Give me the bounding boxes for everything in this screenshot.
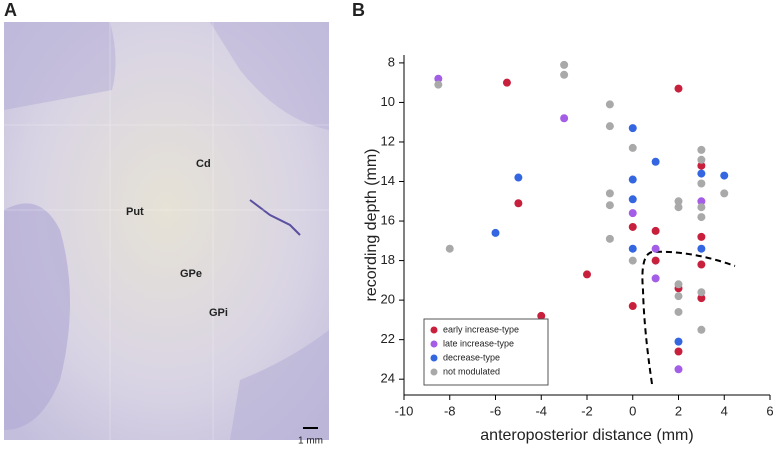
region-label: Put — [126, 206, 144, 218]
point — [434, 80, 443, 89]
point — [674, 84, 683, 93]
x-tick-label: 2 — [675, 403, 682, 418]
point — [605, 100, 614, 109]
point — [674, 203, 683, 212]
point — [605, 234, 614, 243]
x-tick-label: 0 — [629, 403, 636, 418]
point — [628, 302, 637, 311]
point — [651, 226, 660, 235]
point — [697, 325, 706, 334]
point — [628, 195, 637, 204]
point — [445, 244, 454, 253]
legend-box — [423, 318, 549, 386]
point — [697, 294, 706, 303]
point — [514, 173, 523, 182]
legend-label: decrease-type — [443, 352, 500, 362]
point — [674, 292, 683, 301]
panel-label: B — [352, 0, 365, 20]
region-label: GPe — [180, 268, 202, 280]
y-tick-label: 12 — [381, 133, 395, 148]
point — [697, 232, 706, 241]
point — [697, 203, 706, 212]
point — [651, 274, 660, 283]
scale-bar-label: 1 mm — [298, 436, 323, 447]
region-label: Cd — [196, 158, 211, 170]
y-tick-label: 22 — [381, 331, 395, 346]
point — [560, 60, 569, 69]
boundary-curve — [641, 250, 736, 385]
point — [502, 78, 511, 87]
point — [674, 307, 683, 316]
x-tick-label: -2 — [581, 403, 593, 418]
point — [628, 256, 637, 265]
point — [605, 189, 614, 198]
point — [697, 197, 706, 206]
y-tick-label: 14 — [381, 173, 395, 188]
x-tick-label: 6 — [766, 403, 773, 418]
legend-label: not modulated — [443, 366, 500, 376]
point — [628, 244, 637, 253]
point — [674, 280, 683, 289]
point — [697, 161, 706, 170]
y-tick-label: 16 — [381, 212, 395, 227]
point — [697, 288, 706, 297]
point — [697, 155, 706, 164]
x-tick-label: -4 — [535, 403, 547, 418]
y-tick-label: 18 — [381, 252, 395, 267]
y-axis-label: recording depth (mm) — [363, 149, 380, 302]
point — [697, 213, 706, 222]
point — [697, 145, 706, 154]
legend-marker — [430, 368, 438, 376]
y-tick-label: 10 — [381, 94, 395, 109]
point — [628, 175, 637, 184]
point — [491, 228, 500, 237]
point — [628, 209, 637, 218]
x-tick-label: -10 — [395, 403, 414, 418]
legend-marker — [430, 354, 438, 362]
point — [674, 337, 683, 346]
legend-marker — [430, 326, 438, 334]
point — [697, 179, 706, 188]
legend-label: early increase-type — [443, 324, 519, 334]
point — [651, 244, 660, 253]
point — [434, 74, 443, 83]
x-axis-label: anteroposterior distance (mm) — [480, 427, 693, 444]
point — [560, 114, 569, 123]
point — [651, 256, 660, 265]
point — [720, 189, 729, 198]
point — [697, 260, 706, 269]
point — [514, 199, 523, 208]
histology-image — [4, 22, 329, 440]
point — [674, 365, 683, 374]
legend-marker — [430, 340, 438, 348]
point — [674, 197, 683, 206]
point — [628, 143, 637, 152]
point — [651, 157, 660, 166]
panel-label: A — [4, 0, 17, 20]
x-tick-label: -8 — [444, 403, 456, 418]
x-tick-label: 4 — [721, 403, 728, 418]
y-tick-label: 24 — [381, 371, 395, 386]
point — [697, 244, 706, 253]
point — [628, 124, 637, 133]
point — [720, 171, 729, 180]
y-tick-label: 20 — [381, 292, 395, 307]
x-tick-label: -6 — [490, 403, 502, 418]
point — [697, 169, 706, 178]
region-label: GPi — [209, 307, 228, 319]
point — [628, 222, 637, 231]
point — [560, 70, 569, 79]
y-tick-label: 8 — [388, 54, 395, 69]
point — [583, 270, 591, 279]
point — [537, 311, 546, 320]
legend-label: late increase-type — [443, 338, 514, 348]
point — [605, 122, 614, 131]
point — [674, 347, 683, 356]
point — [605, 201, 614, 210]
